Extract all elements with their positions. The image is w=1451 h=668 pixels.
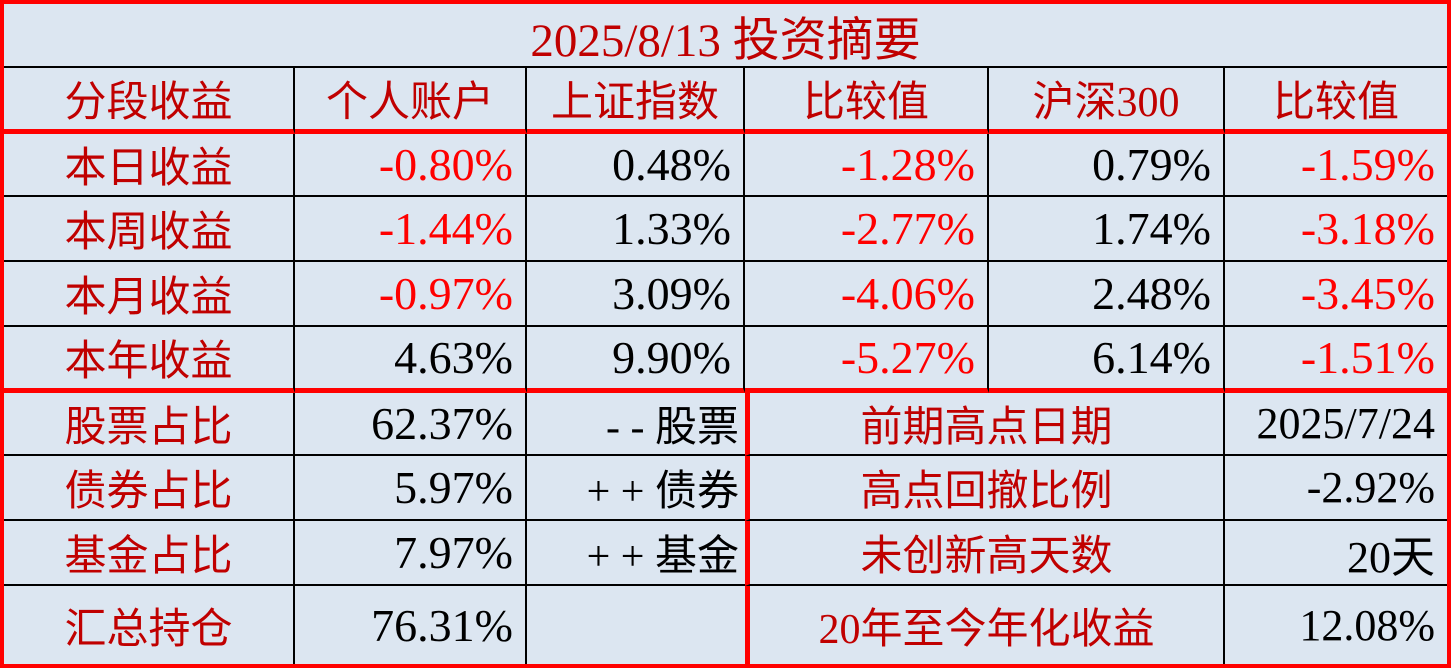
header-compare-2: 比较值 bbox=[1225, 68, 1447, 134]
stat-value: 20天 bbox=[1225, 521, 1447, 586]
holding-tag: + + 基金 bbox=[527, 521, 745, 586]
sse-return: 0.48% bbox=[527, 134, 745, 197]
holding-value: 62.37% bbox=[295, 393, 527, 456]
compare-1-value: -2.77% bbox=[745, 197, 989, 262]
sse-return: 9.90% bbox=[527, 327, 745, 393]
stat-value: 12.08% bbox=[1299, 600, 1435, 650]
header-compare-1: 比较值 bbox=[745, 68, 989, 134]
holding-label: 基金占比 bbox=[4, 521, 295, 586]
compare-2-value: -3.18% bbox=[1225, 197, 1447, 262]
csi300-return: 0.79% bbox=[989, 134, 1225, 197]
compare-2-value: -3.45% bbox=[1225, 262, 1447, 327]
holding-value: 7.97% bbox=[295, 521, 527, 586]
header-account: 个人账户 bbox=[295, 68, 527, 134]
return-row-label: 本月收益 bbox=[4, 262, 295, 327]
sse-return: 1.33% bbox=[527, 197, 745, 262]
compare-1-value: -4.06% bbox=[745, 262, 989, 327]
header-sse-index: 上证指数 bbox=[527, 68, 745, 134]
holding-label: 债券占比 bbox=[4, 456, 295, 521]
csi300-return: 2.48% bbox=[989, 262, 1225, 327]
holding-tag bbox=[527, 586, 745, 664]
account-return: -0.97% bbox=[295, 262, 527, 327]
stat-value: 2025/7/24 bbox=[1225, 393, 1447, 456]
account-return: -1.44% bbox=[295, 197, 527, 262]
holding-tag: - - 股票 bbox=[527, 393, 745, 456]
stat-value: -2.92% bbox=[1225, 456, 1447, 521]
table-title: 2025/8/13 投资摘要 bbox=[4, 4, 1447, 68]
header-csi300: 沪深300 bbox=[989, 68, 1225, 134]
csi300-return: 1.74% bbox=[989, 197, 1225, 262]
header-segment: 分段收益 bbox=[4, 68, 295, 134]
return-row-label: 本日收益 bbox=[4, 134, 295, 197]
return-row-label: 本周收益 bbox=[4, 197, 295, 262]
holding-label: 汇总持仓 bbox=[4, 586, 295, 664]
account-return: -0.80% bbox=[295, 134, 527, 197]
holding-tag: + + 债券 bbox=[527, 456, 745, 521]
compare-2-value: -1.51% bbox=[1225, 327, 1447, 393]
compare-1-value: -1.28% bbox=[745, 134, 989, 197]
stat-label: 未创新高天数 bbox=[745, 521, 1225, 586]
holding-value: 76.31% bbox=[295, 586, 527, 664]
compare-1-value: -5.27% bbox=[745, 327, 989, 393]
stat-label: 前期高点日期 bbox=[745, 393, 1225, 456]
compare-2-value: -1.59% bbox=[1225, 134, 1447, 197]
account-return: 4.63% bbox=[295, 327, 527, 393]
stat-label: 高点回撤比例 bbox=[745, 456, 1225, 521]
stat-label: 20年至今年化收益 bbox=[745, 586, 1225, 664]
csi300-return: 6.14% bbox=[989, 327, 1225, 393]
return-row-label: 本年收益 bbox=[4, 327, 295, 393]
sse-return: 3.09% bbox=[527, 262, 745, 327]
holding-label: 股票占比 bbox=[4, 393, 295, 456]
holding-value: 5.97% bbox=[295, 456, 527, 521]
